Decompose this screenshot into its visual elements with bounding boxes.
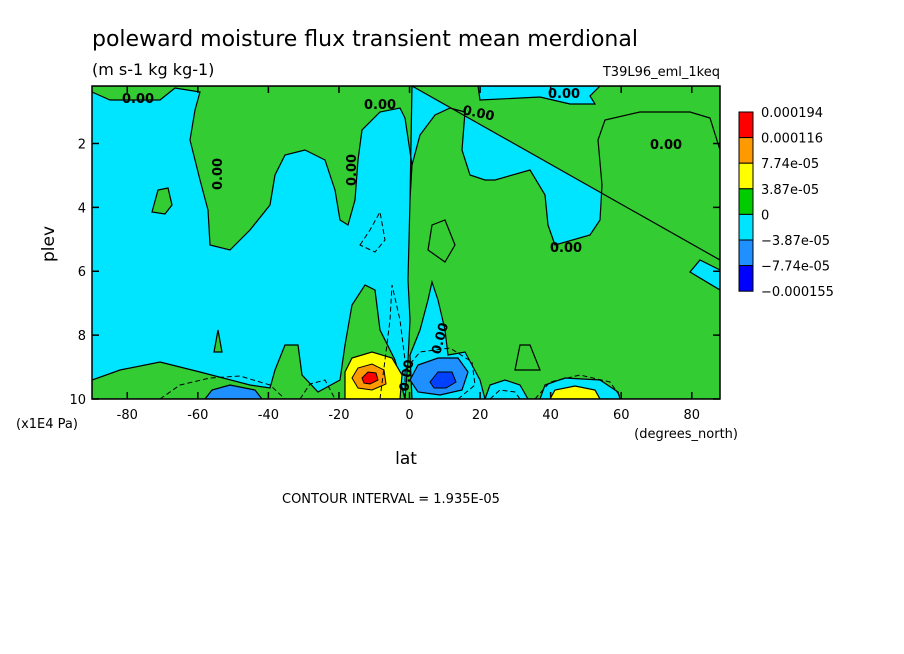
legend-level-label: −7.74e-05 xyxy=(761,260,830,275)
contour-label: 0.00 xyxy=(397,358,417,392)
legend-swatch xyxy=(738,265,754,292)
positive-core-east xyxy=(549,385,601,399)
legend-swatch xyxy=(738,111,754,139)
x-axis: -80 -60 -40 -20 0 20 40 60 80 xyxy=(117,86,700,423)
x-tick-label: -80 xyxy=(117,408,138,423)
positive-blob-3 xyxy=(92,284,406,399)
contour-label: 0.00 xyxy=(650,138,682,153)
x-tick-label: -60 xyxy=(187,408,208,423)
contour-label: 0.00 xyxy=(211,158,226,190)
legend-swatch xyxy=(738,137,754,164)
legend-level-label: 0.000116 xyxy=(761,132,823,147)
contour-interval: CONTOUR INTERVAL = 1.935E-05 xyxy=(282,492,500,507)
contour-field xyxy=(92,86,720,399)
y-tick-label: 4 xyxy=(78,201,86,216)
x-axis-units: (degrees_north) xyxy=(634,427,738,442)
y-tick-label: 6 xyxy=(78,265,86,280)
legend-swatch xyxy=(738,239,754,267)
negative-region-right-mid xyxy=(689,259,720,291)
legend-swatch xyxy=(738,213,754,241)
negative-core-north-strong xyxy=(429,371,457,389)
color-legend: 0.000194 0.000116 7.74e-05 3.87e-05 0 −3.87e-… xyxy=(738,106,834,300)
y-tick-label: 10 xyxy=(69,393,86,408)
legend-swatch xyxy=(738,188,754,215)
dashed-contour-1 xyxy=(359,210,386,253)
legend-swatch xyxy=(738,162,754,190)
positive-blob-5 xyxy=(427,219,456,263)
contour-label: 0.00 xyxy=(550,241,582,256)
dashed-contour-2 xyxy=(379,284,406,399)
dashed-contour-6 xyxy=(489,389,521,399)
y-axis: 2 4 6 8 10 xyxy=(69,137,720,408)
x-tick-label: -40 xyxy=(258,408,279,423)
x-tick-label: -20 xyxy=(328,408,349,423)
dashed-contour-3 xyxy=(159,375,286,399)
chart-units: (m s-1 kg kg-1) xyxy=(92,60,214,79)
positive-blob-4 xyxy=(514,344,541,371)
y-axis-units: (x1E4 Pa) xyxy=(16,417,78,432)
dashed-contour-5 xyxy=(404,347,476,399)
x-tick-label: 20 xyxy=(472,408,489,423)
contour-label: 0.00 xyxy=(461,103,495,124)
legend-level-label: −0.000155 xyxy=(761,285,834,300)
x-axis-label: lat xyxy=(395,449,417,469)
contour-label: 0.00 xyxy=(345,154,360,186)
plot-frame xyxy=(91,85,721,400)
run-label: T39L96_eml_1keq xyxy=(602,65,720,80)
chart-title: poleward moisture flux transient mean me… xyxy=(92,27,638,52)
legend-level-label: 0.000194 xyxy=(761,106,823,121)
dashed-contour-7 xyxy=(534,374,623,399)
negative-region-top xyxy=(477,86,601,105)
y-axis-label: plev xyxy=(39,226,59,262)
negative-core-south xyxy=(204,384,263,399)
x-tick-label: 40 xyxy=(542,408,559,423)
positive-core-level4 xyxy=(361,371,379,385)
legend-level-label: 7.74e-05 xyxy=(761,157,819,172)
contour-label: 0.00 xyxy=(548,87,580,102)
dashed-contour-4 xyxy=(299,379,336,399)
positive-region-main xyxy=(404,86,720,399)
y-tick-label: 8 xyxy=(78,329,86,344)
contour-label: 0.00 xyxy=(364,98,396,113)
legend-level-label: 0 xyxy=(761,208,769,223)
positive-blob-1 xyxy=(151,187,173,215)
y-tick-label: 2 xyxy=(78,137,86,152)
x-tick-label: 80 xyxy=(684,408,701,423)
contour-label: 0.00 xyxy=(122,92,154,107)
positive-region-upper-left xyxy=(92,86,413,251)
x-tick-label: 0 xyxy=(405,408,413,423)
legend-level-label: 3.87e-05 xyxy=(761,183,819,198)
x-tick-label: 60 xyxy=(613,408,630,423)
legend-level-label: −3.87e-05 xyxy=(761,234,830,249)
positive-blob-2 xyxy=(213,329,223,353)
